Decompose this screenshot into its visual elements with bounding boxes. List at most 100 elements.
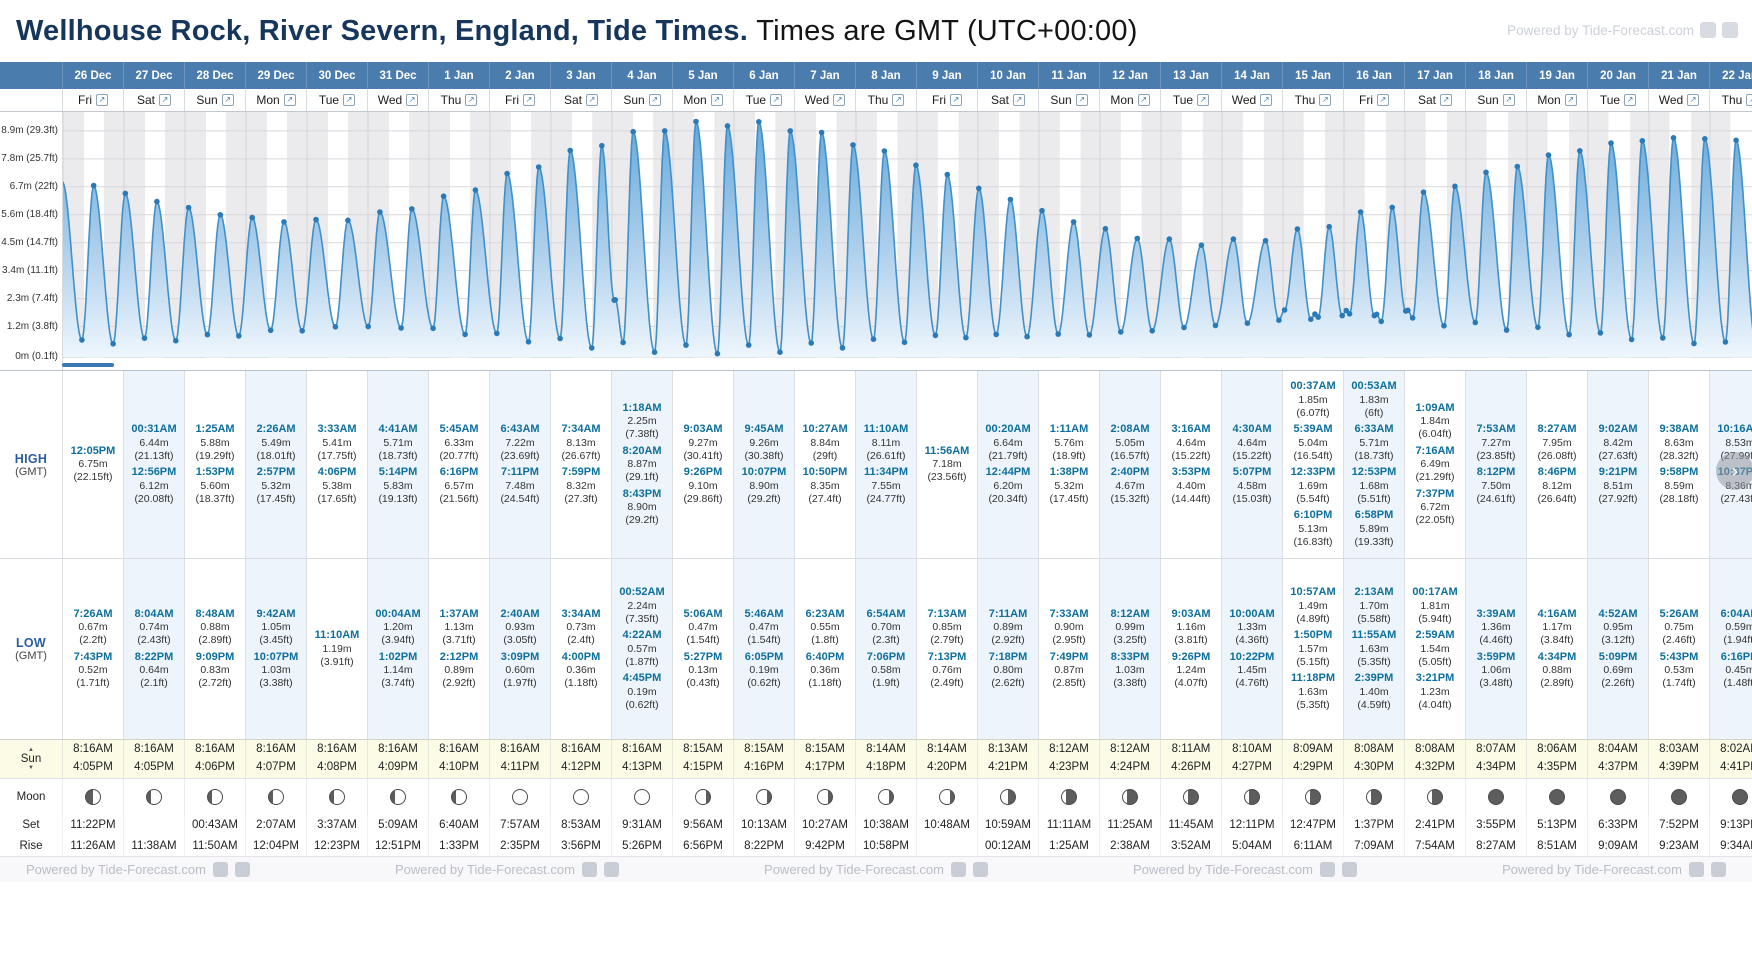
tide-height-ft: (21.13ft) xyxy=(134,449,174,462)
tide-height-m: 0.70m xyxy=(871,621,901,634)
tide-event: 6:23AM 0.55m (1.8ft) xyxy=(795,608,855,648)
day-header-cell: Sat ↗ xyxy=(550,89,611,111)
tide-height-m: 0.36m xyxy=(566,664,596,677)
expand-day-icon[interactable]: ↗ xyxy=(283,94,296,106)
tide-height-m: 0.83m xyxy=(200,664,230,677)
tide-height-ft: (20.08ft) xyxy=(134,492,174,505)
powered-by-link[interactable]: Powered by Tide-Forecast.com xyxy=(395,862,575,877)
moonrise-time-cell: 9:34AM xyxy=(1709,835,1752,856)
social-icon[interactable] xyxy=(603,862,619,877)
tide-event: 7:49PM 0.87m (2.85ft) xyxy=(1039,651,1099,691)
expand-day-icon[interactable]: ↗ xyxy=(221,94,234,106)
expand-day-icon[interactable]: ↗ xyxy=(465,94,478,106)
expand-day-icon[interactable]: ↗ xyxy=(710,94,723,106)
expand-day-icon[interactable]: ↗ xyxy=(1137,94,1150,106)
tide-height-ft: (5.35ft) xyxy=(1357,655,1391,668)
sunrise-time: 8:16AM xyxy=(317,743,357,756)
expand-day-icon[interactable]: ↗ xyxy=(1013,94,1025,106)
expand-day-icon[interactable]: ↗ xyxy=(343,94,356,106)
tide-height-ft: (27.43ft) xyxy=(1720,492,1752,505)
expand-day-icon[interactable]: ↗ xyxy=(1319,94,1332,106)
powered-by-link[interactable]: Powered by Tide-Forecast.com xyxy=(1502,862,1682,877)
tide-event: 7:26AM 0.67m (2.2ft) xyxy=(63,608,123,648)
social-icon[interactable] xyxy=(581,862,597,877)
expand-day-icon[interactable]: ↗ xyxy=(523,94,535,106)
tide-height-ft: (7.38ft) xyxy=(625,428,659,441)
expand-day-icon[interactable]: ↗ xyxy=(833,94,846,106)
sunset-time: 4:32PM xyxy=(1415,761,1455,773)
expand-day-icon[interactable]: ↗ xyxy=(586,94,598,106)
social-icon[interactable] xyxy=(1722,22,1738,38)
expand-day-icon[interactable]: ↗ xyxy=(1440,94,1452,106)
expand-day-icon[interactable]: ↗ xyxy=(406,94,419,106)
tide-height-ft: (2.89ft) xyxy=(198,634,232,647)
date-label: 30 Dec xyxy=(318,69,356,82)
sunset-time: 4:17PM xyxy=(805,761,845,773)
chart-scrollbar[interactable] xyxy=(62,363,114,367)
tide-event: 10:07PM 8.90m (29.2ft) xyxy=(734,466,794,506)
powered-by-link[interactable]: Powered by Tide-Forecast.com xyxy=(26,862,206,877)
high-tide-cell: 00:31AM 6.44m (21.13ft) 12:56PM 6.12m (20.08f… xyxy=(123,371,184,558)
powered-by-link[interactable]: Powered by Tide-Forecast.com xyxy=(1133,862,1313,877)
social-icon[interactable] xyxy=(212,862,228,877)
tide-height-ft: (2.2ft) xyxy=(79,634,107,647)
expand-day-icon[interactable]: ↗ xyxy=(950,94,962,106)
tide-time: 3:59PM xyxy=(1476,650,1516,663)
sun-times-row: ▲ Sun ▼ 8:16AM 4:05PM 8:16AM 4:05PM 8:16AM 4:… xyxy=(0,739,1752,778)
tide-height-ft: (1.74ft) xyxy=(1662,677,1696,690)
expand-day-icon[interactable]: ↗ xyxy=(1687,94,1700,106)
sunset-time: 4:13PM xyxy=(622,761,662,773)
powered-by-link[interactable]: Powered by Tide-Forecast.com xyxy=(1507,22,1694,38)
social-icon[interactable] xyxy=(1341,862,1357,877)
y-axis-label: 7.8m (25.7ft) xyxy=(1,152,58,164)
chart-y-axis: 0m (0.1ft) 1.2m (3.8ft) 2.3m (7.4ft) 3.4m (… xyxy=(0,112,62,370)
tide-event: 2:40AM 0.93m (3.05ft) xyxy=(490,608,550,648)
expand-day-icon[interactable]: ↗ xyxy=(892,94,905,106)
tide-event: 5:26AM 0.75m (2.46ft) xyxy=(1649,608,1709,648)
expand-day-icon[interactable]: ↗ xyxy=(1377,94,1389,106)
date-header-cell: 6 Jan xyxy=(733,62,794,89)
tide-time: 6:16PM xyxy=(439,466,479,478)
scroll-right-button[interactable]: › xyxy=(1716,452,1752,490)
sunrise-time: 8:15AM xyxy=(805,743,845,756)
sunset-time: 4:08PM xyxy=(317,761,357,773)
social-icon[interactable] xyxy=(1700,22,1716,38)
tide-event: 9:38AM 8.63m (28.32ft) xyxy=(1649,423,1709,463)
tide-time: 1:18AM xyxy=(622,401,662,414)
day-of-week-label: Wed xyxy=(804,93,830,107)
social-icon[interactable] xyxy=(1319,862,1335,877)
expand-day-icon[interactable]: ↗ xyxy=(159,94,171,106)
expand-day-icon[interactable]: ↗ xyxy=(1197,94,1210,106)
sunrise-time: 8:10AM xyxy=(1232,743,1272,756)
tide-height-ft: (26.64ft) xyxy=(1537,492,1577,505)
expand-day-icon[interactable]: ↗ xyxy=(1564,94,1577,106)
expand-day-icon[interactable]: ↗ xyxy=(648,94,661,106)
social-icon[interactable] xyxy=(1688,862,1704,877)
tide-height-ft: (26.61ft) xyxy=(866,449,906,462)
waxing-gibbous-moon-icon xyxy=(329,788,345,805)
high-tide-cell: 00:20AM 6.64m (21.79ft) 12:44PM 6.20m (20.34f… xyxy=(977,371,1038,558)
tide-height-ft: (24.61ft) xyxy=(1476,492,1516,505)
tide-event: 11:18PM 1.63m (5.35ft) xyxy=(1283,672,1343,712)
powered-by-link[interactable]: Powered by Tide-Forecast.com xyxy=(764,862,944,877)
tide-time: 10:27AM xyxy=(802,423,848,435)
tide-time: 3:21PM xyxy=(1415,672,1455,684)
tide-height-m: 8.11m xyxy=(871,436,901,449)
tide-height-ft: (18.73ft) xyxy=(378,449,418,462)
social-icon[interactable] xyxy=(950,862,966,877)
social-icon[interactable] xyxy=(972,862,988,877)
date-label: 21 Jan xyxy=(1661,69,1697,82)
expand-day-icon[interactable]: ↗ xyxy=(1624,94,1637,106)
tide-time: 00:52AM xyxy=(619,586,665,598)
social-icon[interactable] xyxy=(234,862,250,877)
sun-times-cell: 8:14AM 4:18PM xyxy=(855,740,916,778)
high-tide-cell: 1:18AM 2.25m (7.38ft) 8:20AM 8.87m (29.1ft) 8:… xyxy=(611,371,672,558)
expand-day-icon[interactable]: ↗ xyxy=(1075,94,1088,106)
expand-day-icon[interactable]: ↗ xyxy=(96,94,108,106)
day-of-week-label: Tue xyxy=(318,93,340,107)
expand-day-icon[interactable]: ↗ xyxy=(770,94,783,106)
social-icon[interactable] xyxy=(1710,862,1726,877)
expand-day-icon[interactable]: ↗ xyxy=(1746,94,1752,106)
expand-day-icon[interactable]: ↗ xyxy=(1502,94,1515,106)
expand-day-icon[interactable]: ↗ xyxy=(1260,94,1273,106)
